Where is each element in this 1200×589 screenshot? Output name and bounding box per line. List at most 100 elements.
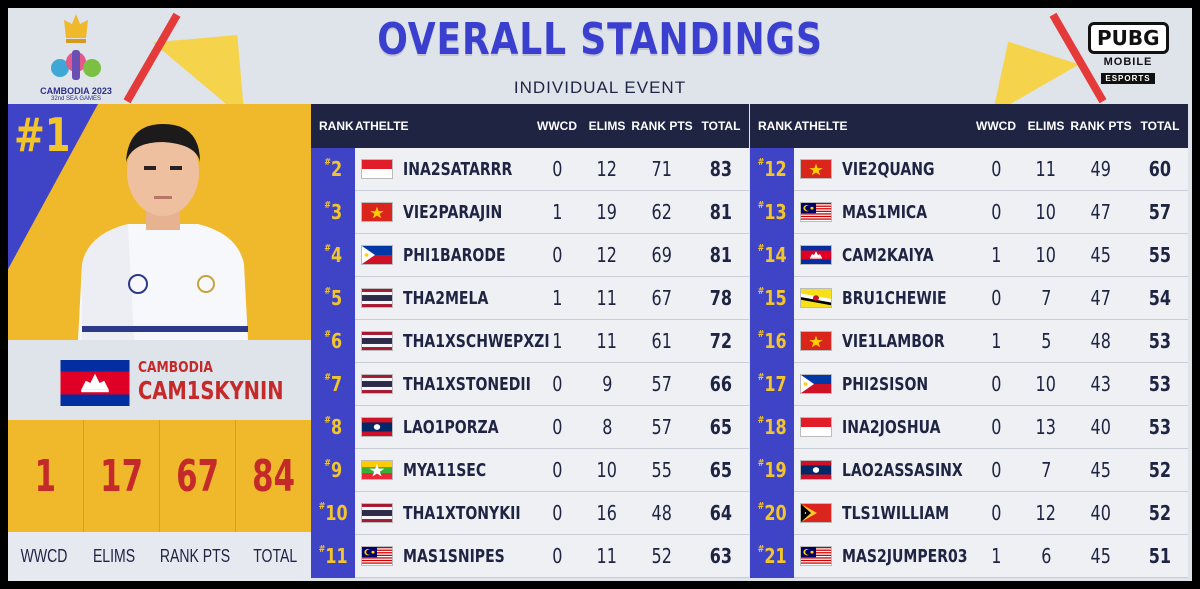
laos-flag-icon [361,417,393,437]
row-total: 54 [1132,286,1188,310]
row-elims: 10 [1022,372,1070,396]
athlete-name: PHI2SISON [842,373,929,395]
row-rank-pts: 49 [1070,157,1132,181]
row-athlete: CAM2KAIYA [794,245,970,266]
wwcd-value: 1 [551,286,563,310]
rank-value: 17 [764,372,787,396]
athlete-name: MAS1SNIPES [403,545,505,567]
rank-number: #4 [324,243,342,267]
stat-value: 1 [34,450,57,502]
header-total: TOTAL [701,119,741,133]
row-total: 64 [693,501,749,525]
champion-stat-wwcd: 1 [8,420,84,532]
champion-photo-area: #1 [8,104,311,340]
champion-stat-total: 84 [236,420,311,532]
table-row: #8 LAO1PORZA 0 8 57 65 [311,405,749,449]
elims-value: 11 [596,286,618,310]
champion-stat-rank-pts: 67 [160,420,236,532]
row-wwcd: 1 [970,544,1022,568]
stat-label-total: TOTAL [240,532,311,581]
rank-hash: # [324,243,331,254]
indonesia-flag-icon [361,159,393,179]
row-rank: #11 [311,534,355,578]
elims-value: 13 [1035,415,1057,439]
rank-number: #20 [757,501,786,525]
philippines-flag-icon [361,245,393,265]
table-body: #12 VIE2QUANG 0 11 49 60 #13 MAS1MICA 0 10 47 57 #14… [750,147,1188,578]
total-value: 53 [1148,415,1172,439]
rank-number: #3 [324,200,342,224]
games-logo-subtext: 32nd SEA GAMES [50,96,102,102]
rank-pts-value: 40 [1090,415,1112,439]
athlete-name: THA1XSTONEDII [403,373,531,395]
row-elims: 16 [583,501,631,525]
row-total: 65 [693,458,749,482]
philippines-flag-icon [800,374,832,394]
rank-number: #14 [757,243,786,267]
row-total: 52 [1132,458,1188,482]
row-elims: 10 [1022,243,1070,267]
rank-value: 8 [330,415,342,439]
elims-value: 19 [596,200,618,224]
malaysia-flag-icon [800,546,832,566]
rank-hash: # [757,415,765,426]
rank-value: 7 [330,372,342,396]
total-value: 51 [1148,544,1172,568]
rank-number: #18 [757,415,786,439]
rank-pts-value: 47 [1090,200,1112,224]
elims-value: 12 [596,243,618,267]
wwcd-value: 0 [990,458,1002,482]
row-rank-pts: 55 [631,458,693,482]
pubg-logo-word: PUBG [1088,22,1169,54]
table-row: #13 MAS1MICA 0 10 47 57 [750,190,1188,234]
stat-label: TOTAL [253,546,298,566]
row-rank: #4 [311,233,355,277]
athlete-name: CAM2KAIYA [842,244,934,266]
header-rank: RANK [758,119,793,133]
athlete-name: INA2SATARRR [403,158,513,180]
wwcd-value: 0 [551,157,563,181]
total-value: 81 [709,200,733,224]
table-row: #16 VIE1LAMBOR 1 5 48 53 [750,319,1188,363]
row-wwcd: 0 [970,415,1022,439]
wwcd-value: 1 [551,329,563,353]
elims-value: 8 [601,415,613,439]
row-total: 63 [693,544,749,568]
table-row: #10 THA1XTONYKII 0 16 48 64 [311,491,749,535]
rank-value: 12 [764,157,787,181]
table-row: #9 MYA11SEC 0 10 55 65 [311,448,749,492]
header-total: TOTAL [1140,119,1180,133]
table-row: #21 MAS2JUMPER03 1 6 45 51 [750,534,1188,578]
elims-value: 10 [1035,200,1057,224]
rank-pts-value: 61 [651,329,673,353]
wwcd-value: 0 [551,415,563,439]
rank-hash: # [757,458,765,469]
row-total: 52 [1132,501,1188,525]
row-rank: #16 [750,319,794,363]
vietnam-flag-icon [800,331,832,351]
malaysia-flag-icon [361,546,393,566]
athlete-name: MAS1MICA [842,201,928,223]
rank-hash: # [757,286,765,297]
row-athlete: THA1XTONYKII [355,503,531,524]
total-value: 57 [1148,200,1172,224]
rank-hash: # [324,458,331,469]
athlete-name: THA1XTONYKII [403,502,521,524]
row-wwcd: 0 [531,243,583,267]
row-athlete: LAO2ASSASINX [794,460,970,481]
rank-pts-value: 55 [651,458,673,482]
table-row: #4 PHI1BARODE 0 12 69 81 [311,233,749,277]
rank-number: #2 [324,157,342,181]
row-rank-pts: 47 [1070,200,1132,224]
athlete-name: LAO1PORZA [403,416,499,438]
row-wwcd: 0 [970,157,1022,181]
header-rank-pts: RANK PTS [631,119,693,133]
row-total: 81 [693,243,749,267]
row-wwcd: 0 [531,157,583,181]
row-wwcd: 1 [970,243,1022,267]
rank-value: 3 [330,200,342,224]
wwcd-value: 0 [990,157,1002,181]
row-rank-pts: 61 [631,329,693,353]
row-rank: #13 [750,190,794,234]
rank-number: #15 [757,286,786,310]
